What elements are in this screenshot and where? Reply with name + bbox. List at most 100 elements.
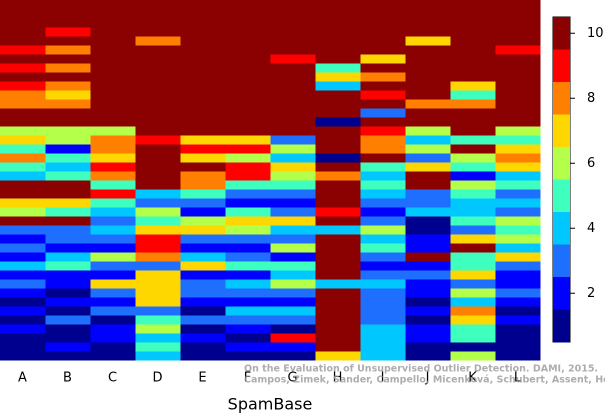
heatmap-cell [405,315,451,325]
heatmap-cell [450,45,496,55]
heatmap-cell [180,324,226,334]
heatmap-cell [405,54,451,64]
heatmap-cell [225,126,271,136]
colorbar-segment [553,244,570,278]
heatmap-cell [0,72,46,82]
heatmap-cell [0,216,46,226]
heatmap-cell [0,126,46,136]
heatmap-cell [360,9,406,19]
heatmap-cell [270,189,316,199]
heatmap-cell [45,72,91,82]
heatmap-cell [90,225,136,235]
x-tick-label: D [152,371,162,386]
heatmap-cell [180,135,226,145]
heatmap-cell [405,216,451,226]
heatmap-cell [360,126,406,136]
heatmap-cell [90,9,136,19]
heatmap-cell [0,9,46,19]
heatmap-cell [360,198,406,208]
heatmap-cell [180,333,226,343]
x-tick-label: I [381,371,385,386]
heatmap-cell [135,180,181,190]
heatmap-cell [180,270,226,280]
heatmap-cell [270,279,316,289]
heatmap-cell [180,243,226,253]
heatmap-cell [270,306,316,316]
heatmap-cell [270,243,316,253]
heatmap-cell [135,9,181,19]
heatmap-cell [405,18,451,28]
x-tick-label: K [468,371,477,386]
heatmap-cell [495,18,541,28]
heatmap-cell [135,54,181,64]
heatmap-cell [0,144,46,154]
heatmap-cell [270,135,316,145]
heatmap-cell [405,171,451,181]
colorbar-segment [553,17,570,50]
heatmap-cell [315,315,361,325]
heatmap-cell [315,324,361,334]
heatmap-cell [0,306,46,316]
heatmap-cell [0,90,46,100]
heatmap-cell [450,243,496,253]
heatmap-cell [450,99,496,109]
heatmap-cell [135,279,181,289]
heatmap-cell [495,252,541,262]
heatmap-cell [405,135,451,145]
heatmap-cell [270,333,316,343]
heatmap-cell [405,45,451,55]
heatmap-cell [45,261,91,271]
heatmap-cell [90,27,136,37]
heatmap-cell [270,144,316,154]
heatmap-cell [135,189,181,199]
heatmap-cell [0,180,46,190]
heatmap-cell [495,306,541,316]
heatmap-cell [360,324,406,334]
heatmap-cell [90,81,136,91]
heatmap-cell [45,333,91,343]
heatmap-cell [405,99,451,109]
heatmap-cell [0,63,46,73]
heatmap-cell [270,261,316,271]
heatmap-cell [135,351,181,361]
heatmap-cell [90,126,136,136]
heatmap-cell [405,81,451,91]
heatmap-cell [450,171,496,181]
heatmap-cell [360,153,406,163]
heatmap-cell [405,162,451,172]
heatmap-cell [180,9,226,19]
heatmap-cell [315,171,361,181]
heatmap-cell [180,261,226,271]
heatmap-cell [495,27,541,37]
heatmap-cell [225,9,271,19]
heatmap-cell [0,333,46,343]
heatmap-cell [225,351,271,361]
heatmap-cell [45,279,91,289]
heatmap-cell [0,225,46,235]
heatmap-cell [135,288,181,298]
heatmap-cell [45,306,91,316]
heatmap-cell [270,36,316,46]
heatmap-cell [315,261,361,271]
heatmap-cell [270,324,316,334]
colorbar-segment [553,212,570,245]
heatmap-cell [405,189,451,199]
x-tick-label: A [18,371,27,386]
heatmap-cell [180,306,226,316]
heatmap-cell [90,306,136,316]
heatmap-cell [495,108,541,118]
heatmap-cell [360,45,406,55]
heatmap-cell [405,288,451,298]
heatmap-cell [270,252,316,262]
heatmap-cell [270,90,316,100]
heatmap-cell [225,288,271,298]
heatmap-cell [495,234,541,244]
heatmap-cell [495,225,541,235]
heatmap-cell [135,315,181,325]
heatmap-cell [495,117,541,127]
heatmap-cell [0,324,46,334]
heatmap-cell [270,72,316,82]
heatmap-cell [135,144,181,154]
colorbar-tick-label: 4 [587,221,595,236]
heatmap-cell [45,18,91,28]
